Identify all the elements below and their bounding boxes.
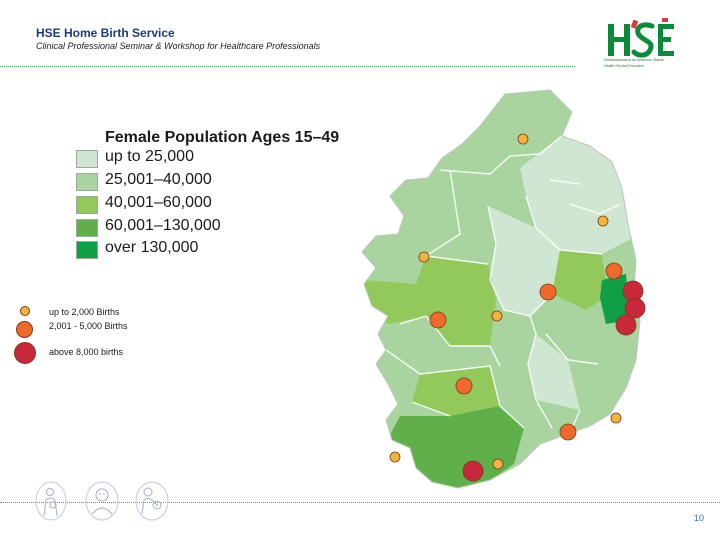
marker-small — [517, 133, 529, 145]
births-label: up to 2,000 Births — [49, 307, 120, 317]
legend-item: up to 25,000 — [76, 148, 336, 168]
marker-small — [610, 412, 622, 424]
marker-medium — [605, 262, 623, 280]
legend-item: 25,001–40,000 — [76, 171, 336, 191]
legend-label: 40,001–60,000 — [105, 194, 212, 211]
small-marker-icon — [20, 306, 30, 316]
logo-irish-text: Feidhmeannacht na Seirbhíse Sláinte — [604, 58, 664, 62]
large-marker-icon — [14, 342, 36, 364]
hse-logo-icon — [608, 18, 674, 58]
legend-label: 25,001–40,000 — [105, 171, 212, 188]
legend-item: 60,001–130,000 — [76, 217, 336, 237]
medium-marker-icon — [16, 321, 33, 338]
mother-and-baby-icon — [35, 481, 67, 521]
legend-swatch — [76, 219, 98, 237]
legend-label: up to 25,000 — [105, 148, 194, 165]
births-label: above 8,000 births — [49, 347, 124, 357]
baby-icon — [85, 481, 119, 521]
legend-item: 40,001–60,000 — [76, 194, 336, 214]
marker-small — [492, 458, 504, 470]
legend-label: 60,001–130,000 — [105, 217, 221, 234]
legend-swatch — [76, 173, 98, 191]
marker-medium — [539, 283, 557, 301]
ireland-map-icon — [361, 89, 646, 489]
marker-medium — [455, 377, 473, 395]
page-subtitle: Clinical Professional Seminar & Workshop… — [36, 41, 321, 51]
header-divider — [0, 66, 575, 67]
legend-item: over 130,000 — [76, 239, 336, 259]
legend-label: over 130,000 — [105, 239, 199, 256]
marker-small — [491, 310, 503, 322]
hse-logo: Feidhmeannacht na Seirbhíse Sláinte Heal… — [604, 18, 684, 74]
legend-swatch — [76, 196, 98, 214]
marker-large — [615, 314, 637, 336]
marker-large — [462, 460, 484, 482]
marker-small — [418, 251, 430, 263]
page-title: HSE Home Birth Service — [36, 26, 175, 40]
legend-swatch — [76, 241, 98, 259]
page-number: 10 — [693, 513, 704, 523]
marker-medium — [559, 423, 577, 441]
marker-large — [624, 297, 646, 319]
footer-divider — [0, 502, 720, 503]
legend-swatch — [76, 150, 98, 168]
legend-title: Female Population Ages 15–49 — [105, 129, 340, 146]
ireland-map — [340, 84, 660, 499]
logo-english-text: Health Service Executive — [604, 64, 644, 68]
mother-holding-baby-icon — [135, 481, 169, 521]
births-label: 2,001 - 5,000 Births — [49, 321, 128, 331]
marker-small — [597, 215, 609, 227]
marker-medium — [429, 311, 447, 329]
marker-small — [389, 451, 401, 463]
